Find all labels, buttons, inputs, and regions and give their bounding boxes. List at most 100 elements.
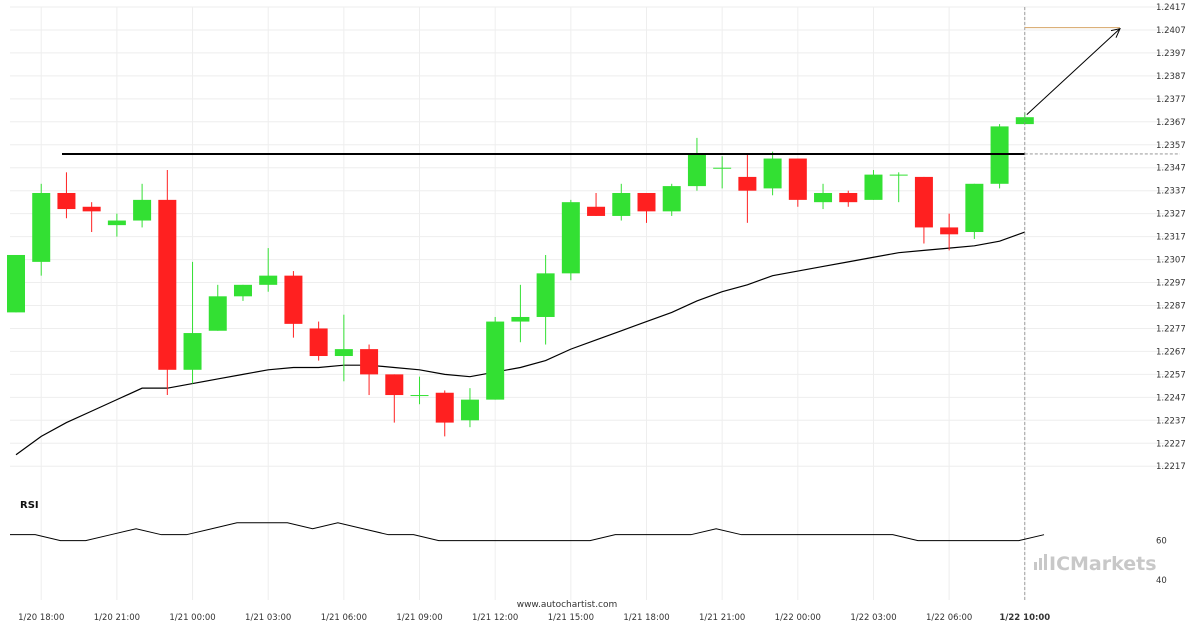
moving-average [15,231,1026,456]
price-tick-label: 1.2317 [1156,233,1186,243]
candle [183,261,202,384]
candle-body [233,284,252,297]
candle [788,158,807,207]
price-tick-label: 1.2297 [1156,279,1186,289]
candle [233,284,252,301]
candle [385,374,404,423]
candle-body [158,199,177,370]
candle [511,284,530,343]
time-tick-label: 1/21 00:00 [169,613,215,623]
candle [435,390,454,437]
candle [713,156,732,189]
time-tick-label: 1/21 21:00 [699,613,745,623]
candle-body [208,296,227,331]
time-tick-label: 1/20 18:00 [18,613,64,623]
candle [208,284,227,331]
price-tick-label: 1.2257 [1156,370,1186,380]
candle-body [284,275,303,324]
rsi-line [10,522,1045,542]
time-axis: 1/20 18:00 1/20 21:00 1/21 00:00 1/21 03:00… [18,613,1050,623]
rsi-label: RSI [20,500,39,511]
candle-body [385,374,404,396]
candle-body [788,158,807,200]
time-tick-label: 1/22 03:00 [850,613,896,623]
candle-body [435,392,454,423]
candle-body [814,192,833,203]
candle-body [738,176,757,191]
price-tick-label: 1.2227 [1156,439,1186,449]
candle-body [183,333,202,370]
candle [940,213,959,251]
candles [7,112,1034,437]
candle-body [309,328,328,357]
candle [82,202,101,233]
candle [889,172,908,203]
candle-body [864,174,883,200]
price-tick-label: 1.2217 [1156,462,1186,472]
price-tick-label: 1.2357 [1156,141,1186,151]
price-tick-label: 1.2237 [1156,416,1186,426]
candle [460,388,479,428]
candle-body [965,183,984,233]
candle [133,183,152,228]
candle [738,153,757,223]
rsi-tick-label: 60 [1156,537,1167,547]
time-tick-label: 1/21 12:00 [472,613,518,623]
candle-body [662,186,681,212]
grid-lines [10,6,1180,600]
candle [309,321,328,361]
forecast-arrow-head [1110,27,1121,38]
candle [259,248,278,292]
time-tick-label: 1/21 18:00 [623,613,669,623]
price-axis: 1.2417 1.2407 1.2397 1.2387 1.2377 1.2367 1.23… [1156,3,1186,472]
candle-body [410,395,429,397]
candle [158,170,177,396]
candle [763,151,782,196]
candle [990,124,1009,189]
price-tick-label: 1.2247 [1156,393,1186,403]
candle-body [82,206,101,212]
candle-body [1015,117,1034,125]
candle [334,314,353,382]
candle [814,183,833,210]
candle-body [334,349,353,357]
time-tick-label: 1/20 21:00 [94,613,140,623]
time-tick-label: 1/21 09:00 [396,613,442,623]
price-tick-label: 1.2397 [1156,49,1186,59]
candle [536,254,555,345]
logo-text: ICMarkets [1049,553,1157,575]
candle [410,376,429,405]
level-lines [62,7,1180,600]
watermark: www.autochartist.com [517,600,618,610]
candle-body [486,321,505,400]
price-tick-label: 1.2407 [1156,26,1186,36]
candle-body [612,192,631,216]
candle [32,183,51,276]
price-tick-label: 1.2277 [1156,324,1186,334]
candle-body [460,399,479,421]
time-tick-label: 1/21 06:00 [321,613,367,623]
price-tick-label: 1.2267 [1156,347,1186,357]
time-tick-label: 1/21 15:00 [548,613,594,623]
candle-body [763,158,782,189]
price-tick-label: 1.2367 [1156,118,1186,128]
time-tick-label: 1/22 00:00 [775,613,821,623]
candle-body [990,126,1009,184]
candle [486,316,505,400]
price-tick-label: 1.2307 [1156,256,1186,266]
candle-body [536,273,555,317]
candle [687,137,706,191]
time-tick-label: 1/21 03:00 [245,613,291,623]
candle [57,172,76,219]
rsi-tick-label: 40 [1156,576,1167,586]
candle-body [561,202,580,274]
sma-line [15,231,1026,456]
candle-body [7,254,25,313]
candle [587,192,606,216]
candle-body [511,316,530,322]
time-tick-label: 1/22 06:00 [926,613,972,623]
candle-body [587,206,606,216]
candle [561,199,580,281]
